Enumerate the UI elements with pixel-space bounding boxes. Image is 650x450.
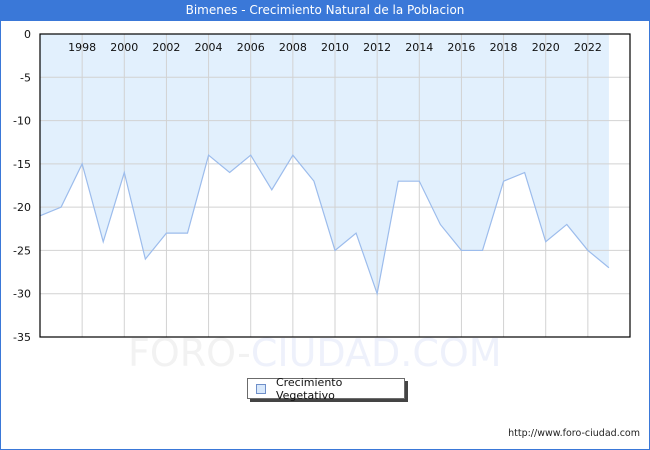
x-tick-label: 1998 [68,41,96,54]
legend-label: Crecimiento Vegetativo [275,375,343,402]
watermark-part2: CIUDAD.COM [250,331,502,375]
series-line [39,154,610,297]
chart-title: Bimenes - Crecimiento Natural de la Pobl… [0,0,650,21]
source-url: http://www.foro-ciudad.com [508,428,640,439]
legend: Crecimiento Vegetativo [247,375,405,402]
x-tick-label: 2012 [363,41,391,54]
y-tick-label: -35 [13,331,31,344]
legend-swatch-icon [256,383,266,394]
x-tick-label: 2004 [195,41,223,54]
y-tick-label: -25 [13,244,31,257]
x-tick-label: 2014 [405,41,433,54]
x-tick-label: 2022 [574,41,602,54]
x-tick-label: 2000 [110,41,138,54]
y-tick-label: -20 [13,201,31,214]
x-tick-label: 2016 [447,41,475,54]
x-tick-label: 2002 [152,41,180,54]
x-tick-label: 2018 [490,41,518,54]
watermark-part1: FORO- [128,331,251,375]
x-tick-label: 2010 [321,41,349,54]
watermark: FORO-CIUDAD.COM [128,331,502,375]
plot-border [39,33,631,338]
y-tick-label: -5 [20,71,31,84]
x-tick-label: 2006 [237,41,265,54]
y-tick-label: -30 [13,288,31,301]
y-tick-label: -15 [13,158,31,171]
y-tick-label: 0 [24,28,31,41]
y-tick-label: -10 [13,115,31,128]
x-tick-label: 2008 [279,41,307,54]
x-tick-label: 2020 [532,41,560,54]
